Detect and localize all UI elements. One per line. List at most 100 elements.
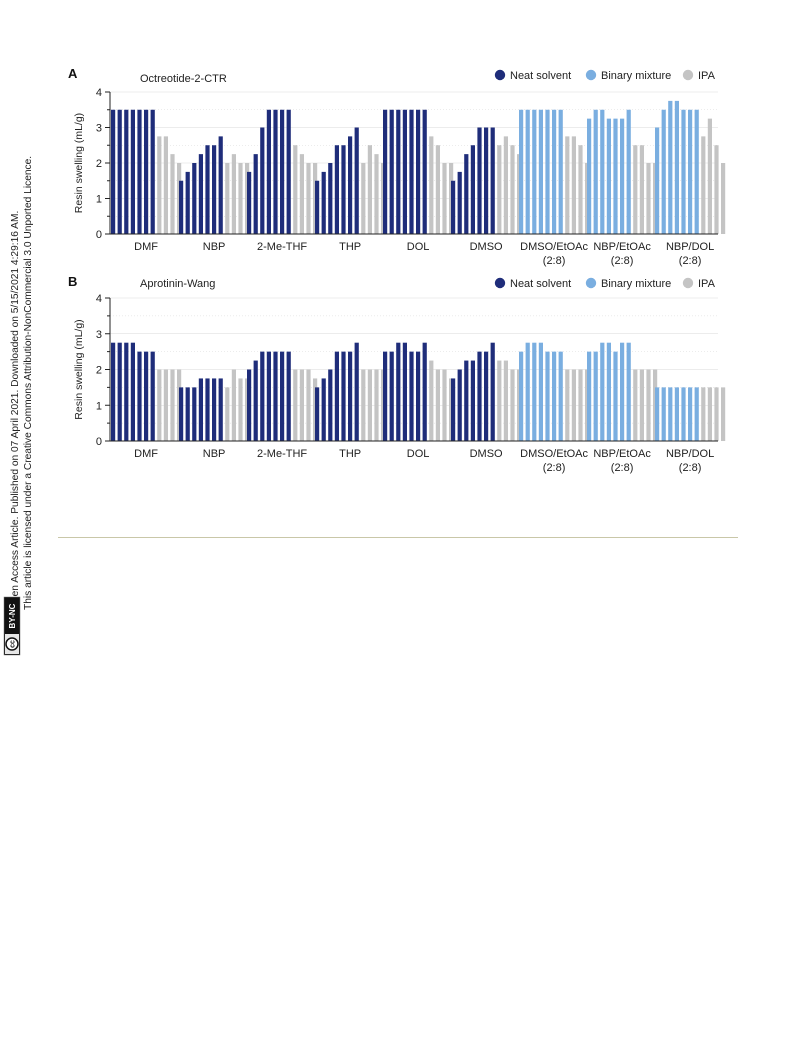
x-tick-label: DOL <box>407 241 430 253</box>
bar-neat-solvent <box>383 351 388 442</box>
bar-binary-mixture <box>620 118 625 235</box>
bar-ipa <box>503 360 508 441</box>
bar-neat-solvent <box>409 351 414 442</box>
bar-neat-solvent <box>247 171 252 235</box>
x-tick-label: NBP/DOL <box>666 241 714 253</box>
bar-neat-solvent <box>260 127 265 234</box>
y-axis-label: Resin swelling (mL/g) <box>73 113 85 213</box>
bar-neat-solvent <box>484 351 489 442</box>
bar-ipa <box>435 145 440 234</box>
bar-binary-mixture <box>688 109 693 234</box>
bar-binary-mixture <box>694 109 699 234</box>
bar-neat-solvent <box>334 351 339 442</box>
bar-ipa <box>442 163 447 234</box>
bar-neat-solvent <box>253 154 258 235</box>
legend-marker-neat <box>494 69 506 81</box>
bar-binary-mixture <box>600 342 605 441</box>
x-tick-label: 2-Me-THF <box>257 448 307 460</box>
bar-neat-solvent <box>247 369 252 441</box>
y-tick-label: 4 <box>96 87 102 99</box>
bar-neat-solvent <box>484 127 489 234</box>
legend-label-binary: Binary mixture <box>601 70 671 82</box>
bar-neat-solvent <box>266 109 271 234</box>
bar-group-4: DOL <box>383 342 454 460</box>
bar-group-6: DMSO/EtOAc (2:8) <box>519 109 590 267</box>
bar-neat-solvent <box>402 109 407 234</box>
bar-neat-solvent <box>205 145 210 234</box>
bar-neat-solvent <box>396 109 401 234</box>
x-tick-label-ratio: (2:8) <box>543 462 566 474</box>
bar-neat-solvent <box>130 342 135 441</box>
bar-ipa <box>578 145 583 234</box>
bar-binary-mixture <box>545 109 550 234</box>
bar-binary-mixture <box>655 387 660 442</box>
bar-neat-solvent <box>280 351 285 442</box>
legend-label-neat: Neat solvent <box>510 70 571 82</box>
bar-neat-solvent <box>266 351 271 442</box>
bar-group-4: DOL <box>383 109 454 253</box>
bar-neat-solvent <box>348 351 353 442</box>
bar-ipa <box>231 154 236 235</box>
y-tick-label: 3 <box>96 123 102 135</box>
bar-ipa <box>367 369 372 441</box>
bar-neat-solvent <box>328 163 333 234</box>
panel-label: A <box>68 66 78 81</box>
x-tick-label-ratio: (2:8) <box>543 255 566 267</box>
sidebar-line-2: This article is licensed under a Creativ… <box>23 156 34 610</box>
bar-neat-solvent <box>416 109 421 234</box>
sidebar-line-1: Open Access Article. Published on 07 Apr… <box>10 211 21 610</box>
bar-binary-mixture <box>661 109 666 234</box>
bar-ipa <box>701 387 706 442</box>
bar-neat-solvent <box>192 387 197 442</box>
bar-ipa <box>435 369 440 441</box>
bar-binary-mixture <box>525 109 530 234</box>
x-tick-label-ratio: (2:8) <box>679 462 702 474</box>
x-tick-label: NBP <box>203 241 226 253</box>
bar-ipa <box>639 369 644 441</box>
bar-ipa <box>646 163 651 234</box>
bar-binary-mixture <box>558 109 563 234</box>
legend-marker-neat <box>494 277 506 289</box>
bar-ipa <box>510 145 515 234</box>
bar-ipa <box>367 145 372 234</box>
bar-neat-solvent <box>273 109 278 234</box>
bar-ipa <box>721 163 726 234</box>
chart-panel-b: B Aprotinin-Wang Neat solvent Binary mixtur… <box>68 274 726 474</box>
bar-ipa <box>374 154 379 235</box>
bar-neat-solvent <box>328 369 333 441</box>
bar-binary-mixture <box>587 351 592 442</box>
bar-binary-mixture <box>593 351 598 442</box>
bar-neat-solvent <box>286 109 291 234</box>
y-tick-label: 3 <box>96 329 102 341</box>
bar-ipa <box>510 369 515 441</box>
bar-binary-mixture <box>532 342 537 441</box>
bar-neat-solvent <box>253 360 258 441</box>
bar-ipa <box>231 369 236 441</box>
bar-neat-solvent <box>280 109 285 234</box>
bar-binary-mixture <box>661 387 666 442</box>
bar-ipa <box>293 369 298 441</box>
bar-neat-solvent <box>334 145 339 234</box>
bar-ipa <box>707 118 712 235</box>
bar-neat-solvent <box>464 154 469 235</box>
bar-neat-solvent <box>192 163 197 234</box>
bar-group-8: NBP/DOL (2:8) <box>655 387 726 474</box>
x-tick-label: DOL <box>407 448 430 460</box>
bar-neat-solvent <box>212 378 217 441</box>
bar-neat-solvent <box>389 351 394 442</box>
bar-neat-solvent <box>144 109 149 234</box>
bar-ipa <box>299 369 304 441</box>
license-badge-text: BY-NC <box>8 603 17 628</box>
bar-neat-solvent <box>477 351 482 442</box>
bar-ipa <box>442 369 447 441</box>
bar-binary-mixture <box>606 118 611 235</box>
cc-license-badge[interactable]: cc BY-NC <box>3 596 21 656</box>
legend-marker-binary <box>585 69 597 81</box>
bar-ipa <box>306 369 311 441</box>
bar-neat-solvent <box>470 360 475 441</box>
bar-ipa <box>497 360 502 441</box>
bar-binary-mixture <box>626 109 631 234</box>
bar-neat-solvent <box>144 351 149 442</box>
bar-binary-mixture <box>587 118 592 235</box>
legend-marker-ipa <box>682 69 694 81</box>
